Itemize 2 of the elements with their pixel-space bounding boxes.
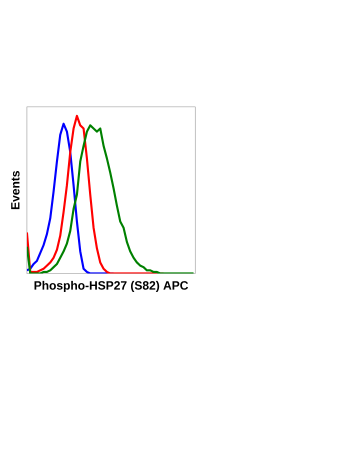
x-axis-title: Phospho-HSP27 (S82) APC bbox=[34, 280, 188, 292]
y-axis-title: Events bbox=[11, 171, 20, 210]
